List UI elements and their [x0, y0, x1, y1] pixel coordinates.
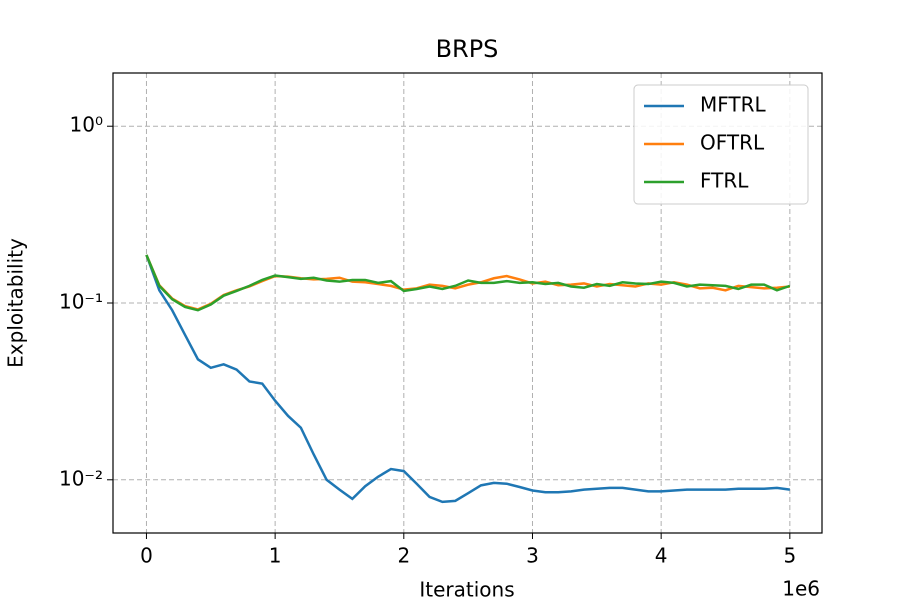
x-tick-label: 2: [397, 544, 410, 568]
legend-label: OFTRL: [700, 131, 765, 155]
line-series: [145, 254, 790, 504]
chart-title: BRPS: [436, 35, 499, 63]
line-series: [145, 254, 790, 311]
x-tick-label: 4: [655, 544, 668, 568]
x-offset-label: 1e6: [782, 577, 820, 601]
x-tick-label: 0: [140, 544, 153, 568]
y-axis-label: Exploitability: [4, 238, 28, 368]
x-axis-label: Iterations: [419, 578, 514, 602]
legend-label: FTRL: [700, 169, 749, 193]
x-tick-label: 3: [526, 544, 539, 568]
y-tick-label: 10⁰: [70, 113, 103, 137]
y-tick-label: 10⁻¹: [59, 290, 103, 314]
legend-label: MFTRL: [700, 93, 767, 117]
line-series: [145, 254, 791, 312]
plot-frame: [112, 72, 823, 534]
x-tick-label: 5: [783, 544, 796, 568]
y-tick-label: 10⁻²: [59, 466, 103, 490]
legend-box: [633, 84, 809, 205]
x-tick-label: 1: [269, 544, 282, 568]
